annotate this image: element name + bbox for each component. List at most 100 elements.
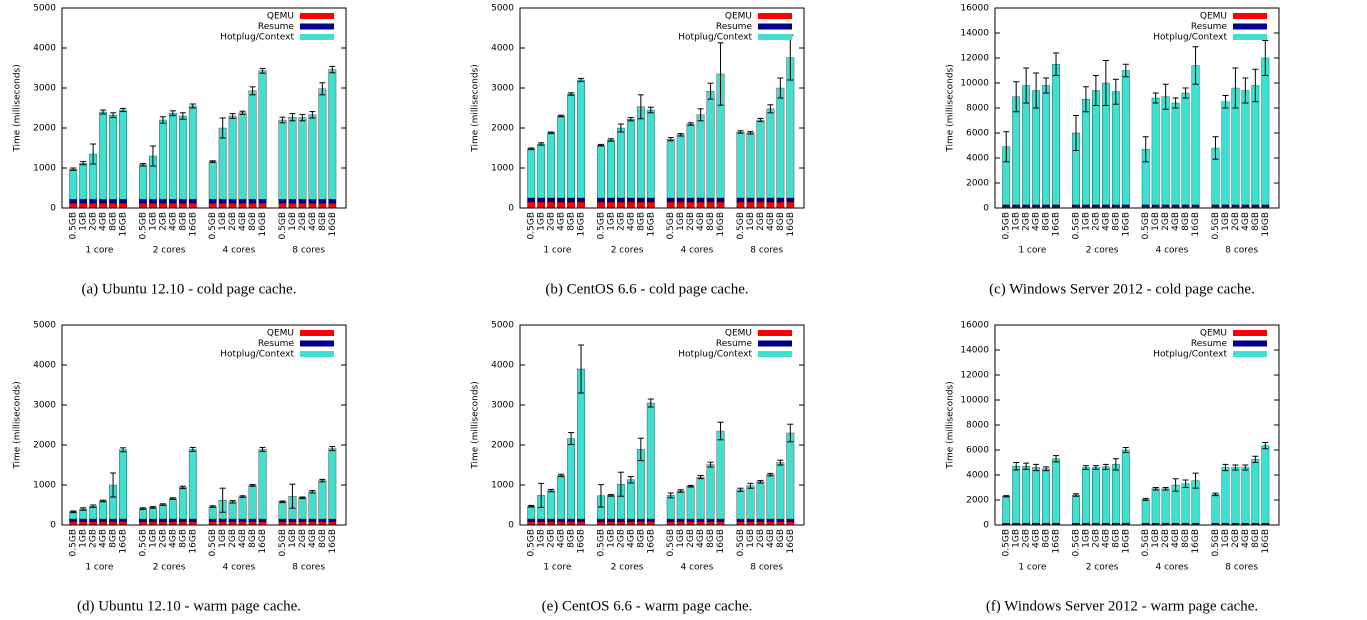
- bar-segment: [99, 111, 107, 200]
- bar-segment: [686, 123, 695, 199]
- x-tick-label: 1GB: [676, 212, 686, 231]
- bar-segment: [228, 199, 237, 204]
- x-tick-label: 2GB: [228, 529, 238, 548]
- x-tick-label: 16GB: [188, 212, 198, 237]
- error-bar: [189, 103, 196, 109]
- caption: (c) Windows Server 2012 - cold page cach…: [989, 281, 1255, 297]
- y-tick-label: 16000: [960, 321, 989, 331]
- x-tick-label: 2GB: [298, 529, 308, 548]
- bar-segment: [159, 119, 167, 200]
- y-tick-label: 0: [50, 521, 56, 531]
- legend-swatch: [300, 351, 334, 357]
- y-tick-label: 8000: [966, 421, 989, 431]
- bar-segment: [1042, 204, 1050, 207]
- bar-segment: [577, 201, 585, 209]
- bar-segment: [1181, 483, 1190, 524]
- bar-segment: [1002, 522, 1011, 525]
- bar-segment: [736, 489, 745, 520]
- error-bar: [1212, 136, 1219, 160]
- bar-segment: [676, 134, 685, 199]
- bar-segment: [139, 518, 147, 522]
- x-tick-label: 16GB: [119, 529, 129, 554]
- x-tick-label: 1GB: [606, 212, 616, 231]
- error-bar: [329, 446, 336, 452]
- error-bar: [1242, 464, 1249, 471]
- bar-segment: [626, 201, 635, 209]
- bar-segment: [557, 475, 565, 520]
- x-tick-label: 2GB: [686, 529, 696, 548]
- y-tick-label: 2000: [491, 441, 514, 451]
- error-bar: [1212, 492, 1219, 497]
- error-bar: [1192, 472, 1199, 489]
- bar-segment: [666, 139, 675, 199]
- bar-segment: [756, 201, 765, 209]
- bar-segment: [597, 518, 605, 522]
- bar-segment: [238, 518, 247, 522]
- error-bar: [1033, 463, 1040, 472]
- bar-segment: [308, 114, 317, 200]
- bar-segment: [1251, 204, 1260, 207]
- bar-segment: [527, 518, 536, 522]
- x-tick-label: 4GB: [1032, 529, 1042, 548]
- bar-segment: [597, 197, 605, 203]
- error-bar: [1252, 455, 1259, 463]
- bar-segment: [89, 506, 98, 520]
- bar-segment: [636, 201, 645, 209]
- bar-segment: [1111, 464, 1120, 524]
- error-bar: [707, 461, 714, 468]
- bar-segment: [646, 109, 655, 199]
- x-tick-label: 1GB: [148, 212, 158, 231]
- error-bar: [309, 490, 316, 494]
- bar-segment: [1052, 204, 1060, 207]
- error-bar: [169, 110, 176, 117]
- error-bar: [209, 505, 216, 508]
- x-tick-label: 16GB: [1121, 212, 1131, 237]
- bar-segment: [1121, 522, 1130, 525]
- bar-segment: [318, 199, 327, 204]
- x-tick-label: 4GB: [626, 212, 636, 231]
- plot-frame: [994, 324, 1280, 526]
- bar-segment: [567, 93, 575, 199]
- error-bar: [578, 344, 585, 394]
- bar-segment: [79, 163, 88, 200]
- caption: (a) Ubuntu 12.10 - cold page cache.: [82, 281, 297, 297]
- bar-segment: [706, 91, 715, 199]
- bar-segment: [706, 201, 715, 209]
- error-bar: [1053, 52, 1060, 76]
- y-tick-label: 0: [983, 521, 989, 531]
- error-bar: [179, 112, 186, 120]
- x-tick-label: 0.5GB: [1002, 212, 1012, 239]
- bar-segment: [258, 70, 267, 200]
- plot-frame: [994, 7, 1280, 209]
- bar-segment: [626, 479, 635, 520]
- bar-segment: [766, 201, 775, 209]
- x-tick-label: 4GB: [626, 529, 636, 548]
- error-bar: [139, 163, 146, 167]
- error-bar: [637, 94, 644, 120]
- bar-segment: [159, 199, 167, 204]
- error-bar: [647, 398, 654, 408]
- error-bar: [299, 496, 306, 500]
- error-bar: [1252, 68, 1259, 103]
- bar-segment: [1052, 64, 1060, 206]
- bar-segment: [218, 127, 227, 200]
- bar-segment: [736, 201, 745, 209]
- bar-segment: [766, 197, 775, 203]
- x-tick-label: 2GB: [1091, 529, 1101, 548]
- bar-segment: [1002, 496, 1011, 524]
- legend-swatch: [758, 330, 792, 336]
- error-bar: [617, 471, 624, 497]
- bar-segment: [617, 197, 625, 203]
- bar-segment: [1032, 467, 1040, 524]
- bar-segment: [636, 197, 645, 203]
- y-tick-label: 4000: [33, 44, 56, 54]
- legend-swatch: [1233, 34, 1267, 40]
- bar-segment: [208, 199, 217, 204]
- bar-segment: [99, 203, 107, 209]
- x-tick-label: 2GB: [756, 529, 766, 548]
- error-bar: [1023, 67, 1030, 104]
- bar-segment: [557, 197, 565, 203]
- x-tick-label: 4GB: [1241, 212, 1251, 231]
- legend-label: Resume: [258, 22, 295, 32]
- x-tick-label: 16GB: [119, 212, 129, 237]
